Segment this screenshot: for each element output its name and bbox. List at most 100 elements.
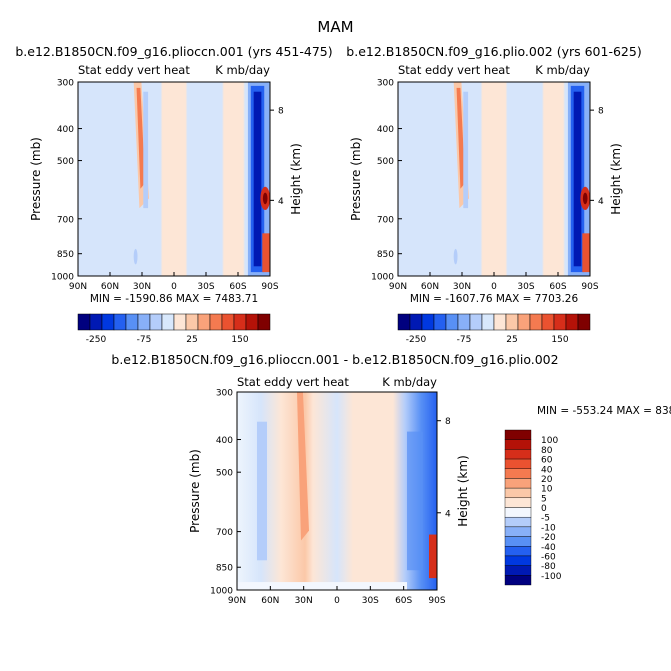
heatmap-warm-band — [297, 392, 309, 541]
colorbar-cell — [541, 313, 555, 331]
colorbar-label: 5 — [541, 494, 547, 504]
x-tick-label: 0 — [334, 596, 340, 606]
x-tick-label: 60N — [421, 282, 439, 292]
x-tick-label: 30N — [295, 596, 313, 606]
colorbar-label: 150 — [551, 335, 568, 345]
colorbar-cell — [125, 313, 139, 331]
colorbar-label: -75 — [137, 335, 152, 345]
right-tick-label: 4 — [278, 197, 284, 207]
x-tick-label: 30N — [133, 282, 151, 292]
heatmap-cool-streak — [257, 421, 267, 561]
colorbar-label: -60 — [541, 552, 556, 562]
y-tick-label: 500 — [216, 469, 233, 479]
chart-units-label: K mb/day — [382, 375, 437, 389]
heatmap-warm-core — [136, 87, 146, 189]
heatmap-blue-band-core — [253, 91, 262, 267]
y-tick-label: 1000 — [371, 273, 394, 283]
colorbar-cell — [504, 565, 532, 576]
heatmap-field — [78, 82, 270, 276]
y-axis-title: Pressure (mb) — [29, 137, 43, 221]
y-tick-label: 300 — [216, 389, 233, 399]
colorbar-cell — [504, 526, 532, 537]
x-tick-label: 60S — [549, 282, 566, 292]
heatmap-blue-patch — [133, 248, 138, 265]
colorbar-cell — [504, 546, 532, 557]
colorbar-cell — [493, 313, 507, 331]
colorbar-cell — [504, 468, 532, 479]
colorbar-cell — [101, 313, 115, 331]
x-tick-label: 90N — [389, 282, 407, 292]
heatmap-blue-band-core — [573, 91, 582, 267]
colorbar-label: -40 — [541, 543, 556, 553]
right-tick-label: 4 — [598, 197, 604, 207]
colorbar-cell — [89, 313, 103, 331]
colorbar-label: -80 — [541, 562, 556, 572]
heatmap-cool-streak — [463, 91, 469, 209]
chart-title: b.e12.B1850CN.f09_g16.plioccn.001 - b.e1… — [111, 352, 558, 367]
right-tick-label: 8 — [598, 107, 604, 117]
heatmap-blue-patch — [453, 248, 458, 265]
colorbar-cell — [577, 313, 591, 331]
y-tick-label: 400 — [216, 436, 233, 446]
colorbar-cell — [504, 429, 532, 440]
y-axis-title: Pressure (mb) — [349, 137, 363, 221]
heatmap-field — [237, 392, 437, 590]
colorbar-cell — [409, 313, 423, 331]
colorbar-cell — [457, 313, 471, 331]
colorbar-cell — [469, 313, 483, 331]
colorbar-label: 150 — [231, 335, 248, 345]
chart-panel-climatology-plio: b.e12.B1850CN.f09_g16.plio.002 (yrs 601-… — [346, 44, 641, 345]
colorbar-label: 60 — [541, 456, 553, 466]
min-max-readout: MIN = -1607.76 MAX = 7703.26 — [410, 293, 579, 305]
heatmap-surface-mask — [237, 582, 407, 590]
colorbar-label: 80 — [541, 446, 553, 456]
y-tick-label: 850 — [57, 250, 74, 260]
chart-variable-label: Stat eddy vert heat — [237, 375, 349, 389]
y-axis-title: Pressure (mb) — [188, 449, 202, 533]
heatmap-red-blob-core — [262, 192, 268, 205]
y-tick-label: 300 — [57, 79, 74, 89]
colorbar-cell — [505, 313, 519, 331]
x-tick-label: 0 — [491, 282, 497, 292]
x-tick-label: 90N — [69, 282, 87, 292]
colorbar-cell — [504, 555, 532, 566]
colorbar-cell — [529, 313, 543, 331]
right-axis-title: Height (km) — [456, 455, 470, 526]
x-tick-label: 90N — [228, 596, 246, 606]
x-tick-label: 30N — [453, 282, 471, 292]
colorbar-cell — [397, 313, 411, 331]
chart-panel-difference: b.e12.B1850CN.f09_g16.plioccn.001 - b.e1… — [111, 352, 671, 606]
colorbar-cell — [245, 313, 259, 331]
x-tick-label: 60S — [395, 596, 412, 606]
heatmap-surface-anomaly — [429, 534, 437, 579]
y-tick-label: 400 — [377, 125, 394, 135]
x-tick-label: 30S — [517, 282, 534, 292]
colorbar-label: -250 — [86, 335, 107, 345]
y-tick-label: 1000 — [51, 273, 74, 283]
heatmap-cool-streak — [143, 91, 149, 209]
chart-variable-label: Stat eddy vert heat — [78, 63, 190, 77]
right-tick-label: 8 — [278, 107, 284, 117]
colorbar-cell — [504, 507, 532, 518]
y-tick-label: 400 — [57, 125, 74, 135]
chart-title: b.e12.B1850CN.f09_g16.plio.002 (yrs 601-… — [346, 44, 641, 59]
heatmap-field — [398, 82, 590, 276]
chart-units-label: K mb/day — [215, 63, 270, 77]
heatmap-red-blob-core — [582, 192, 588, 205]
colorbar-label: -10 — [541, 523, 556, 533]
page-title: MAM — [317, 18, 353, 36]
colorbar-label: 20 — [541, 475, 553, 485]
colorbar-label: -75 — [457, 335, 472, 345]
colorbar-cell — [504, 439, 532, 450]
y-tick-label: 300 — [377, 79, 394, 89]
colorbar-cell — [161, 313, 175, 331]
colorbar-cell — [504, 458, 532, 469]
colorbar-cell — [504, 536, 532, 547]
chart-panel-climatology-plioccn: b.e12.B1850CN.f09_g16.plioccn.001 (yrs 4… — [15, 44, 332, 345]
x-tick-label: 90S — [581, 282, 598, 292]
y-tick-label: 850 — [216, 564, 233, 574]
colorbar-label: 25 — [506, 335, 517, 345]
colorbar-label: -250 — [406, 335, 427, 345]
y-tick-label: 500 — [377, 157, 394, 167]
